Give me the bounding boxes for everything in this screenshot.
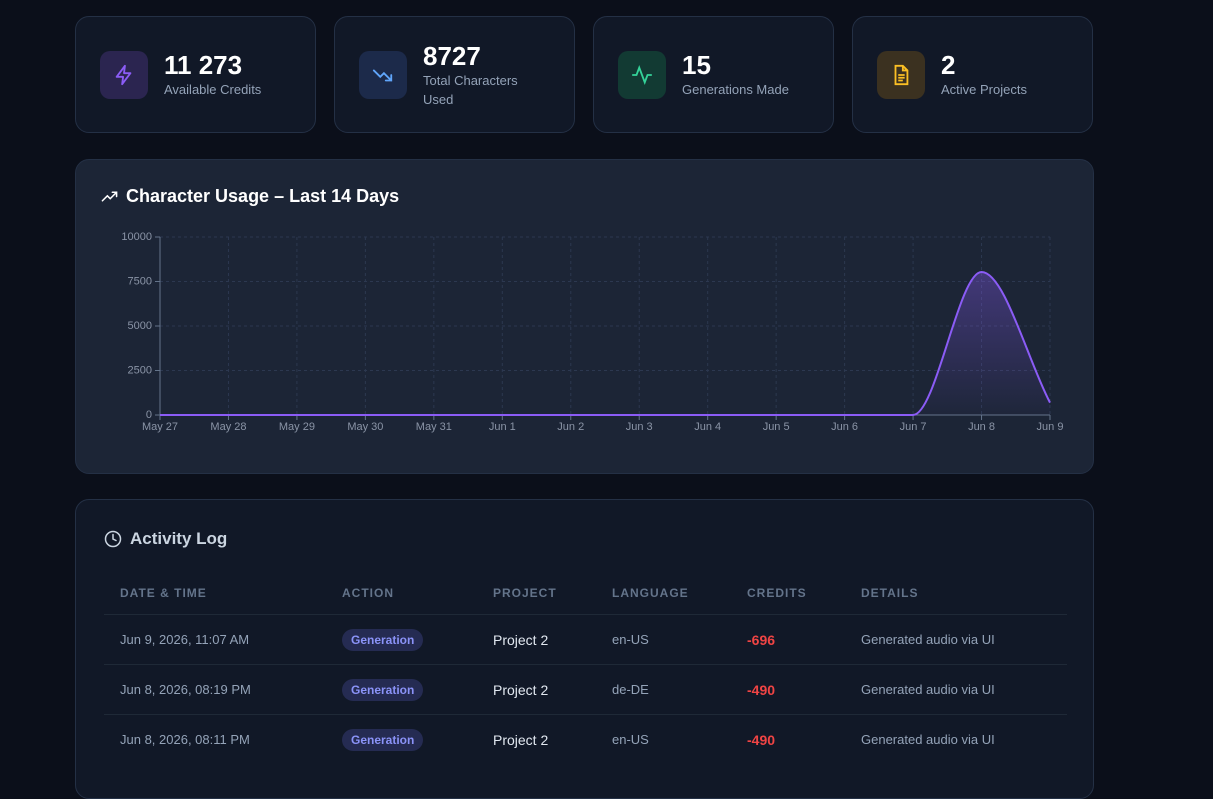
cell: Jun 9, 2026, 11:07 AM [120,632,250,647]
activity-title: Activity Log [130,529,228,548]
row-separator [104,664,1067,665]
column-header: DATE & TIME [120,586,207,600]
x-tick-label: May 30 [347,421,383,433]
stat-icon [618,50,666,99]
stat-label: Available Credits [164,82,262,97]
credits-cell: -696 [747,632,776,648]
chart: 0 2500 5000 7500 10000 May 27 May 28 May 29 May … [121,231,1064,433]
chart-panel [75,159,1094,474]
x-tick-label: Jun 3 [626,421,653,433]
stat-label: Generations Made [682,82,789,97]
column-header: DETAILS [861,586,919,600]
stat-card: 15 Generations Made [593,16,834,133]
area-fill [160,272,1050,415]
activity-header: Activity Log [104,529,227,549]
stat-card: 2 Active Projects [852,16,1093,133]
cell: en-US [612,632,649,647]
y-tick-label: 2500 [128,364,152,376]
x-tick-label: May 28 [210,421,246,433]
y-tick-label: 0 [146,409,152,421]
row-separator [104,614,1067,615]
cell: Jun 8, 2026, 08:19 PM [120,682,251,697]
x-tick-label: Jun 7 [900,421,927,433]
credits-cell: -490 [747,682,776,698]
cell: Project 2 [493,632,549,648]
y-tick-label: 7500 [128,275,152,287]
x-tick-label: Jun 1 [489,421,516,433]
action-badge: Generation [342,729,424,751]
credits-cell: -490 [747,732,776,748]
stat-value: 2 [941,50,956,80]
action-badge: Generation [342,679,424,701]
x-tick-label: Jun 6 [831,421,858,433]
column-header: LANGUAGE [612,586,689,600]
x-tick-label: Jun 4 [694,421,721,433]
column-header: CREDITS [747,586,807,600]
cell: Generated audio via UI [861,632,995,647]
stat-label: Total Characters Used [423,72,518,107]
column-header: PROJECT [493,586,557,600]
stat-label: Active Projects [941,82,1027,97]
x-tick-label: Jun 2 [557,421,584,433]
stat-value: 11 273 [164,50,243,80]
cell: en-US [612,732,649,747]
x-tick-label: Jun 9 [1037,421,1064,433]
y-tick-label: 10000 [121,231,152,243]
cell: Project 2 [493,732,549,748]
x-tick-label: Jun 8 [968,421,995,433]
action-badge: Generation [342,629,424,651]
cell: Generated audio via UI [861,732,995,747]
cell: de-DE [612,682,649,697]
x-tick-label: May 29 [279,421,315,433]
line [160,271,1051,417]
row-separator [104,714,1067,715]
stat-card: 11 273 Available Credits [75,16,316,133]
x-tick-label: Jun 5 [763,421,790,433]
stat-card: 8727 Total Characters Used [334,16,575,133]
stat-icon [100,50,148,99]
column-header: ACTION [342,586,394,600]
stat-value: 15 [682,50,711,80]
stat-icon [359,50,407,99]
chart-title: Character Usage – Last 14 Days [126,186,400,206]
cell: Project 2 [493,682,549,698]
page: 11 273 Available Credits 8727 Total Charac… [75,16,1094,799]
stat-icon [877,50,925,99]
cell: Generated audio via UI [861,682,995,697]
x-tick-label: May 31 [416,421,452,433]
activity-panel [75,499,1094,799]
stat-value: 8727 [423,40,481,71]
chart-header: Character Usage – Last 14 Days [101,186,399,207]
y-tick-label: 5000 [128,320,152,332]
cell: Jun 8, 2026, 08:11 PM [120,732,250,747]
x-tick-label: May 27 [142,421,178,433]
